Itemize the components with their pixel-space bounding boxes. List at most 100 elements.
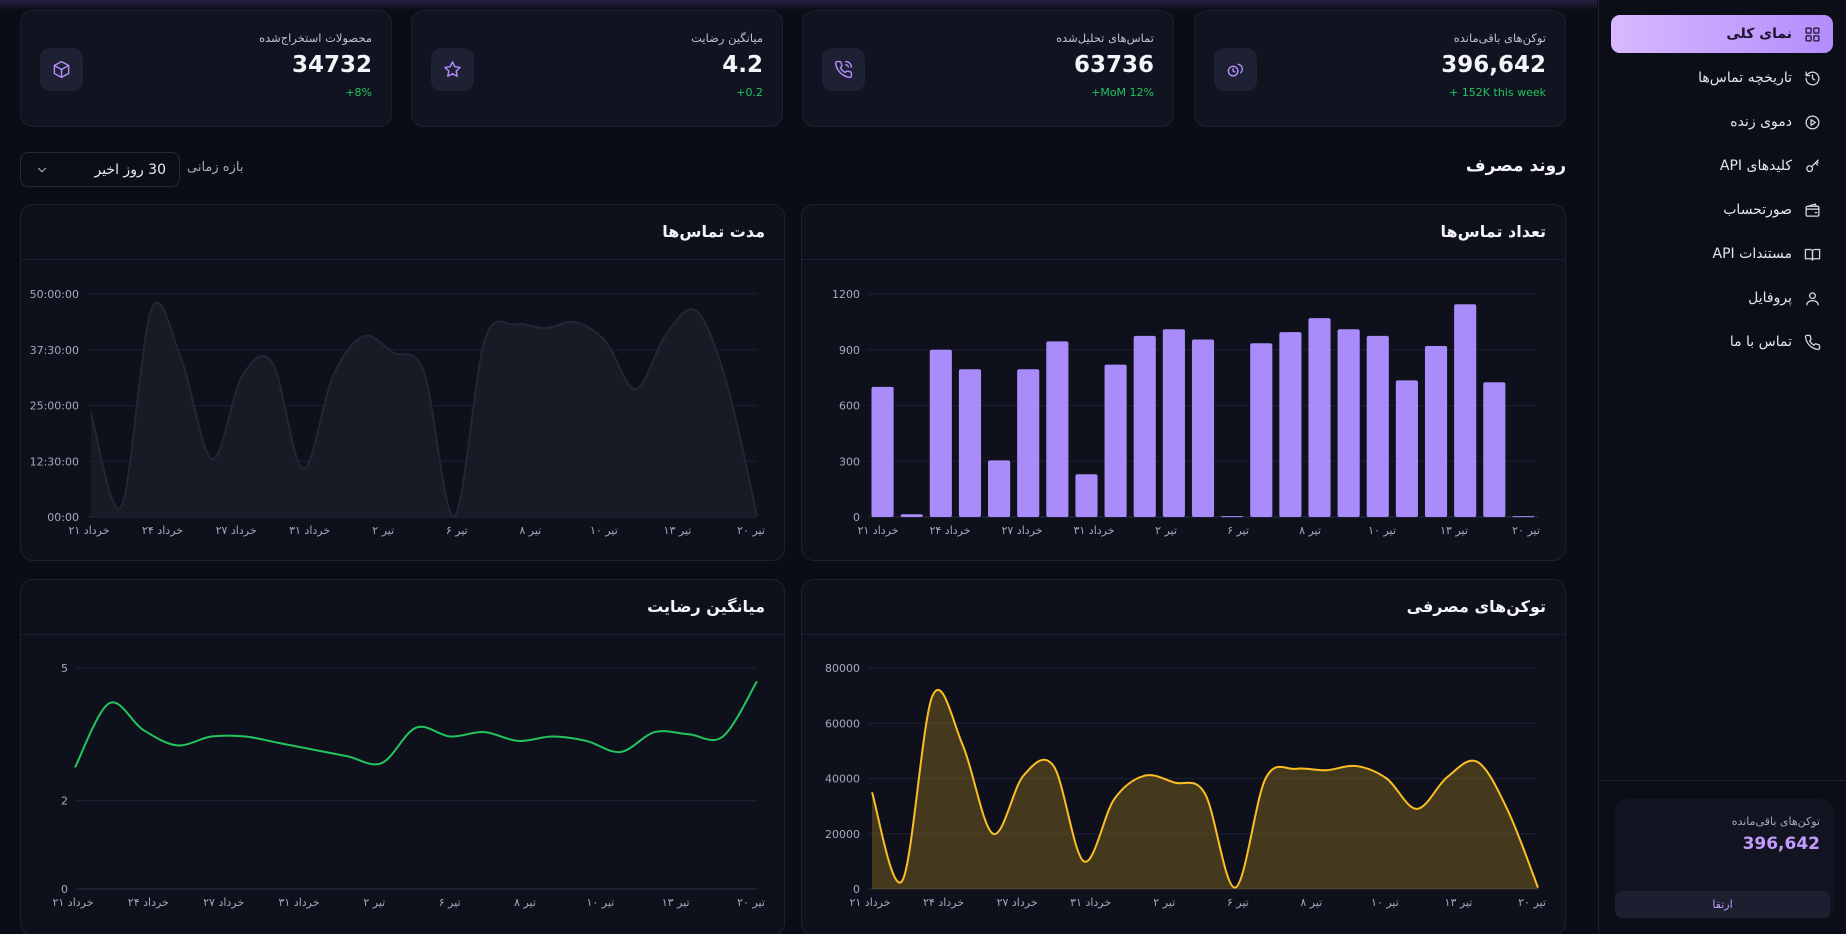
sidebar-nav: نمای کلی تاریخچه تماس‌ها دموی زنده کلیدهای … xyxy=(1599,0,1846,361)
y-tick-label: 300 xyxy=(839,455,860,468)
sidebar-item-label: مستندات API xyxy=(1712,246,1792,262)
y-tick-label: 5 xyxy=(61,662,68,675)
stat-card: میانگین رضایت 4.2 0.2+ xyxy=(411,10,783,127)
top-glow xyxy=(0,0,1597,10)
sidebar-item-book[interactable]: مستندات API xyxy=(1611,235,1833,273)
stat-value: 396,642 xyxy=(1441,52,1546,78)
y-tick-label: 900 xyxy=(839,344,860,357)
bar xyxy=(871,386,894,517)
series-area xyxy=(872,689,1538,889)
x-tick-label: ۲۷ خرداد xyxy=(997,896,1038,909)
tokens-used-panel: توکن‌های مصرفی 0 20000 40000 60000 80000 ۲۱ خ… xyxy=(801,579,1566,934)
x-tick-label: ۲۴ خرداد xyxy=(128,896,169,909)
x-tick-label: ۲ تیر xyxy=(1153,896,1175,909)
y-tick-label: 80000 xyxy=(825,662,860,675)
sidebar-item-wallet[interactable]: صورتحساب xyxy=(1611,191,1833,229)
section-title: روند مصرف xyxy=(1465,156,1566,176)
bar xyxy=(1104,364,1127,517)
x-tick-label: ۱۳ تیر xyxy=(662,896,690,909)
bar xyxy=(1308,318,1331,517)
y-tick-label: 00:00 xyxy=(47,511,79,524)
calls-duration-chart: 00:00 12:30:00 25:00:00 37:30:00 50:00:00 ۲۱ … xyxy=(30,288,765,537)
bar xyxy=(1017,369,1040,517)
bar xyxy=(1366,335,1389,517)
y-tick-label: 20000 xyxy=(825,828,860,841)
y-tick-label: 0 xyxy=(853,883,860,896)
stat-delta: 0.2+ xyxy=(736,86,763,99)
bar xyxy=(1454,304,1477,517)
tokens-used-chart: 0 20000 40000 60000 80000 ۲۱ خرداد ۲۴ خرداد ۲۷ … xyxy=(825,662,1546,909)
bar xyxy=(988,460,1011,517)
bar xyxy=(1424,346,1448,517)
x-tick-label: ۸ تیر xyxy=(1300,896,1322,909)
satisfaction-panel: میانگین رضایت 0 2 5 ۲۱ خرداد ۲۴ خرداد ۲۷ خردا… xyxy=(20,579,785,934)
stat-delta: 152K this week + xyxy=(1449,86,1546,99)
stat-icon-badge xyxy=(40,48,83,91)
upgrade-button[interactable]: ارتقا xyxy=(1615,891,1830,918)
x-tick-label: ۸ تیر xyxy=(514,896,536,909)
sidebar-item-history[interactable]: تاریخچه تماس‌ها xyxy=(1611,59,1833,97)
stat-title: محصولات استخراج‌شده xyxy=(259,31,372,45)
x-tick-label: ۳۱ خرداد xyxy=(278,896,319,909)
play-circle-icon xyxy=(1805,114,1820,130)
wallet-icon xyxy=(1805,202,1820,217)
book-icon xyxy=(1804,248,1821,261)
satisfaction-chart: 0 2 5 ۲۱ خرداد ۲۴ خرداد ۲۷ خرداد ۳۱ خرداد ۲ تیر… xyxy=(52,662,765,909)
bar xyxy=(1221,516,1244,518)
x-tick-label: ۶ تیر xyxy=(1227,524,1249,537)
sidebar-item-play-circle[interactable]: دموی زنده xyxy=(1611,103,1833,141)
bar xyxy=(1279,332,1302,517)
sidebar-item-user[interactable]: پروفایل xyxy=(1611,279,1833,317)
stat-card: توکن‌های باقی‌مانده 396,642 152K this week… xyxy=(1194,10,1566,127)
x-tick-label: ۲۷ خرداد xyxy=(203,896,244,909)
stat-title: تماس‌های تحلیل‌شده xyxy=(1056,31,1154,45)
range-label: بازه زمانی xyxy=(187,160,244,175)
user-icon xyxy=(1806,291,1819,306)
sidebar-item-label: تماس با ما xyxy=(1729,334,1792,350)
x-tick-label: ۳۱ خرداد xyxy=(1073,524,1114,537)
y-tick-label: 1200 xyxy=(832,288,860,301)
bar xyxy=(1133,335,1156,517)
bar xyxy=(929,349,952,517)
stat-value: 63736 xyxy=(1073,52,1154,78)
x-tick-label: ۱۰ تیر xyxy=(586,896,614,909)
stats-row: توکن‌های باقی‌مانده 396,642 152K this week… xyxy=(20,10,1566,128)
x-tick-label: ۲۴ خرداد xyxy=(929,524,970,537)
sidebar-item-label: نمای کلی xyxy=(1726,26,1792,42)
x-tick-label: ۶ تیر xyxy=(1227,896,1249,909)
x-tick-label: ۲۴ خرداد xyxy=(923,896,964,909)
phone-icon xyxy=(1804,334,1821,350)
series-line xyxy=(871,688,1539,889)
history-icon xyxy=(1805,70,1820,86)
x-tick-label: ۲۱ خرداد xyxy=(857,524,898,537)
x-tick-label: ۲۱ خرداد xyxy=(52,896,93,909)
stat-title: میانگین رضایت xyxy=(691,31,763,45)
series-line xyxy=(74,680,758,768)
x-tick-label: ۶ تیر xyxy=(446,524,468,537)
bar xyxy=(1162,329,1185,517)
sidebar-item-grid[interactable]: نمای کلی xyxy=(1611,15,1833,53)
bar xyxy=(1395,380,1418,517)
series-line xyxy=(90,301,758,518)
sidebar: نمای کلی تاریخچه تماس‌ها دموی زنده کلیدهای … xyxy=(1598,0,1846,934)
y-tick-label: 600 xyxy=(839,400,860,413)
stat-icon-badge xyxy=(431,48,474,91)
sidebar-item-label: صورتحساب xyxy=(1723,202,1792,218)
y-tick-label: 0 xyxy=(853,511,860,524)
stat-card: تماس‌های تحلیل‌شده 63736 MoM 12%+ xyxy=(802,10,1174,127)
bar xyxy=(1046,341,1069,517)
y-tick-label: 60000 xyxy=(825,717,860,730)
range-select[interactable]: 30 روز اخیر xyxy=(20,152,180,187)
stat-icon-badge xyxy=(1214,48,1257,91)
satisfaction-title: میانگین رضایت xyxy=(21,580,784,635)
stat-delta: 8%+ xyxy=(345,86,372,99)
sidebar-item-phone[interactable]: تماس با ما xyxy=(1611,323,1833,361)
x-tick-label: ۲۰ تیر xyxy=(737,896,765,909)
x-tick-label: ۲۴ خرداد xyxy=(142,524,183,537)
sidebar-item-key[interactable]: کلیدهای API xyxy=(1611,147,1833,185)
phone-call-icon xyxy=(834,60,853,79)
y-tick-label: 50:00:00 xyxy=(30,288,79,301)
x-tick-label: ۱۰ تیر xyxy=(590,524,618,537)
bar xyxy=(958,369,982,517)
x-tick-label: ۲۰ تیر xyxy=(1512,524,1540,537)
